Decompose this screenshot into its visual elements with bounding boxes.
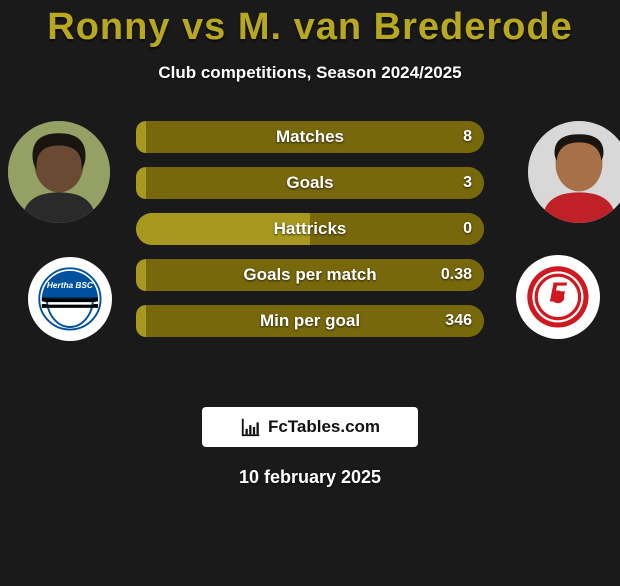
club-right-badge: F [516,255,600,339]
stat-fill-right [146,167,484,199]
stat-bar: Min per goal346 [136,305,484,337]
club-left-badge: Hertha BSC [28,257,112,341]
stat-bar: Goals per match0.38 [136,259,484,291]
brand-badge: FcTables.com [202,407,418,447]
stat-value-right: 8 [463,121,472,153]
subtitle: Club competitions, Season 2024/2025 [0,63,620,83]
brand-text: FcTables.com [268,417,380,437]
stat-fill-right [310,213,484,245]
stat-fill-right [146,259,484,291]
date-label: 10 february 2025 [0,467,620,488]
stat-value-right: 3 [463,167,472,199]
stat-fill-right [146,121,484,153]
stat-fill-right [146,305,484,337]
stat-fill-left [136,213,310,245]
svg-text:F: F [549,276,567,307]
stat-value-right: 346 [445,305,472,337]
stat-value-right: 0 [463,213,472,245]
stat-bar: Hattricks0 [136,213,484,245]
stat-value-right: 0.38 [441,259,472,291]
player-right-avatar [528,121,620,223]
page-title: Ronny vs M. van Brederode [0,6,620,49]
stat-bar: Matches8 [136,121,484,153]
comparison-panel: Hertha BSC F Matches8 Goals3 Hattricks0 Goa… [0,111,620,391]
stat-bar: Goals3 [136,167,484,199]
stat-fill-left [136,305,146,337]
svg-text:Hertha BSC: Hertha BSC [47,280,94,290]
stat-fill-left [136,259,146,291]
stat-fill-left [136,121,146,153]
stats-bars: Matches8 Goals3 Hattricks0 Goals per match0… [136,121,484,337]
stat-fill-left [136,167,146,199]
player-left-avatar [8,121,110,223]
chart-icon [240,416,262,438]
